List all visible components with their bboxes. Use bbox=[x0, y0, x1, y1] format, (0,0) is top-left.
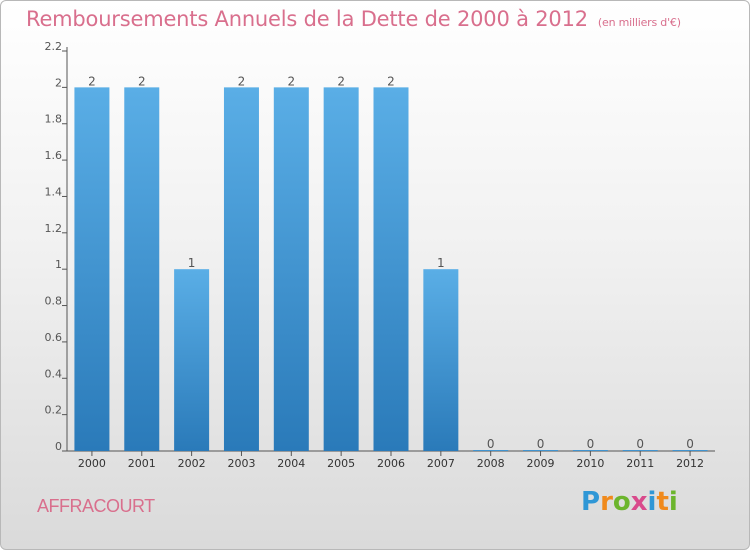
bar-2009 bbox=[523, 450, 559, 451]
x-tick-label: 2005 bbox=[327, 457, 355, 470]
data-label: 2 bbox=[337, 74, 345, 88]
chart-title: Remboursements Annuels de la Dette de 20… bbox=[26, 7, 681, 31]
bar-2006 bbox=[373, 87, 409, 451]
y-tick-label: 0 bbox=[55, 440, 62, 453]
data-label: 2 bbox=[138, 74, 146, 88]
data-label: 0 bbox=[537, 437, 545, 451]
y-tick-label: 2.2 bbox=[45, 40, 63, 53]
y-tick-label: 0.2 bbox=[45, 404, 63, 417]
y-tick-label: 1.2 bbox=[45, 222, 63, 235]
y-tick-label: 2 bbox=[55, 76, 62, 89]
logo-letter: o bbox=[612, 487, 631, 517]
bar-2004 bbox=[273, 87, 309, 451]
y-tick-label: 1.8 bbox=[45, 113, 63, 126]
data-labels: 2 2 1 2 2 2 2 1 0 0 0 0 0 bbox=[88, 74, 694, 451]
x-tick-label: 2001 bbox=[128, 457, 156, 470]
y-tick-label: 0.4 bbox=[45, 367, 63, 380]
y-tick-label: 1.4 bbox=[45, 185, 63, 198]
bars bbox=[74, 87, 708, 451]
x-tick-label: 2002 bbox=[178, 457, 206, 470]
y-tick-label: 1 bbox=[55, 258, 62, 271]
logo-letter: x bbox=[630, 487, 648, 517]
x-tick-label: 2012 bbox=[676, 457, 704, 470]
x-tick-label: 2004 bbox=[277, 457, 305, 470]
bar-2010 bbox=[572, 450, 608, 451]
data-label: 0 bbox=[587, 437, 595, 451]
bar-2012 bbox=[672, 450, 708, 451]
chart-unit: (en milliers d'€) bbox=[597, 16, 681, 29]
logo-letter: P bbox=[581, 487, 601, 517]
proxiti-logo: Proxiti bbox=[581, 487, 678, 517]
logo-letter: i bbox=[647, 487, 657, 517]
data-label: 0 bbox=[487, 437, 495, 451]
bar-2011 bbox=[622, 450, 658, 451]
data-label: 0 bbox=[636, 437, 644, 451]
x-tick-label: 2010 bbox=[576, 457, 604, 470]
bar-2000 bbox=[74, 87, 110, 451]
x-tick-label: 2007 bbox=[427, 457, 455, 470]
logo-letter: t bbox=[656, 487, 669, 517]
y-tick-label: 0.8 bbox=[45, 295, 63, 308]
bar-2001 bbox=[124, 87, 160, 451]
data-label: 1 bbox=[437, 256, 445, 270]
data-label: 2 bbox=[88, 74, 96, 88]
bar-2002 bbox=[174, 269, 210, 451]
data-label: 2 bbox=[387, 74, 395, 88]
data-label: 1 bbox=[188, 256, 196, 270]
x-tick-label: 2011 bbox=[626, 457, 654, 470]
logo-letter: i bbox=[668, 487, 678, 517]
data-label: 2 bbox=[238, 74, 246, 88]
data-label: 2 bbox=[287, 74, 295, 88]
commune-name: AFFRACOURT bbox=[37, 496, 155, 516]
logo-letter: r bbox=[600, 487, 613, 517]
bar-2008 bbox=[473, 450, 509, 451]
y-tick-label: 0.6 bbox=[45, 331, 63, 344]
y-tick-label: 1.6 bbox=[45, 149, 63, 162]
x-tick-label: 2009 bbox=[527, 457, 555, 470]
x-tick-label: 2003 bbox=[227, 457, 255, 470]
data-label: 0 bbox=[686, 437, 694, 451]
x-tick-label: 2008 bbox=[477, 457, 505, 470]
chart-title-text: Remboursements Annuels de la Dette de 20… bbox=[26, 7, 588, 31]
bar-2005 bbox=[323, 87, 359, 451]
bar-2003 bbox=[223, 87, 259, 451]
x-tick-label: 2000 bbox=[78, 457, 106, 470]
x-tick-label: 2006 bbox=[377, 457, 405, 470]
bar-2007 bbox=[423, 269, 459, 451]
